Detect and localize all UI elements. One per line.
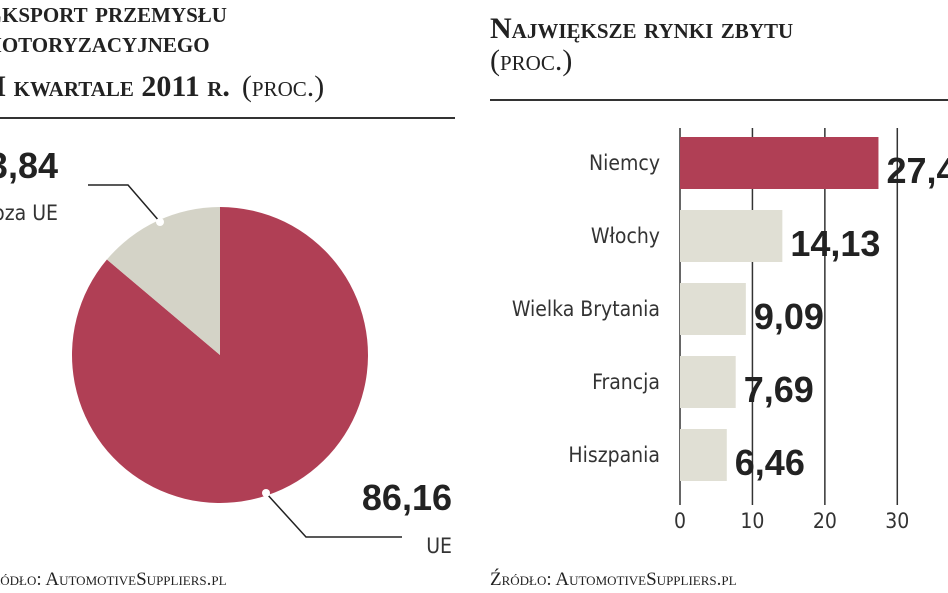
value-label: 6,46 bbox=[735, 442, 805, 483]
category-label: Hiszpania bbox=[568, 443, 660, 467]
category-label: Francja bbox=[592, 370, 660, 394]
value-label: 27,4 bbox=[886, 150, 948, 191]
bar bbox=[680, 210, 783, 262]
chart-subtitle: (proc.) bbox=[242, 70, 324, 103]
leader bbox=[265, 492, 402, 538]
source: Źródło: AutomotiveSuppliers.pl bbox=[490, 568, 737, 590]
category-label: Włochy bbox=[591, 224, 660, 248]
bar bbox=[680, 283, 746, 335]
x-tick-label: 0 bbox=[674, 509, 686, 533]
leader-dot bbox=[262, 489, 270, 497]
category-label: Wielka Brytania bbox=[512, 297, 660, 321]
chart-title: Eksport przemysłu bbox=[0, 0, 227, 29]
category-label: UE bbox=[426, 534, 452, 558]
bar bbox=[680, 429, 727, 481]
value-label: 7,69 bbox=[744, 369, 814, 410]
chart-subtitle: (proc.) bbox=[490, 44, 572, 77]
x-tick-label: 30 bbox=[885, 509, 909, 533]
value-label: 9,09 bbox=[754, 296, 824, 337]
chart-title: motoryzacyjnego bbox=[0, 26, 210, 59]
category-label: Niemcy bbox=[589, 151, 660, 175]
chart-title: w I kwartale 2011 r. bbox=[0, 70, 230, 103]
chart-title: Największe rynki zbytu bbox=[490, 12, 793, 45]
value-label: 14,13 bbox=[790, 223, 880, 264]
leader-dot bbox=[156, 218, 164, 226]
value-label: 13,84 bbox=[0, 145, 58, 186]
bar bbox=[680, 137, 879, 189]
category-label: Poza UE bbox=[0, 201, 58, 225]
x-tick-label: 20 bbox=[813, 509, 837, 533]
x-tick-label: 10 bbox=[740, 509, 764, 533]
bar bbox=[680, 356, 736, 408]
pie-slice bbox=[106, 207, 220, 355]
value-label: 86,16 bbox=[362, 477, 452, 518]
source: Źródło: AutomotiveSuppliers.pl bbox=[0, 568, 227, 590]
leader bbox=[88, 184, 161, 223]
